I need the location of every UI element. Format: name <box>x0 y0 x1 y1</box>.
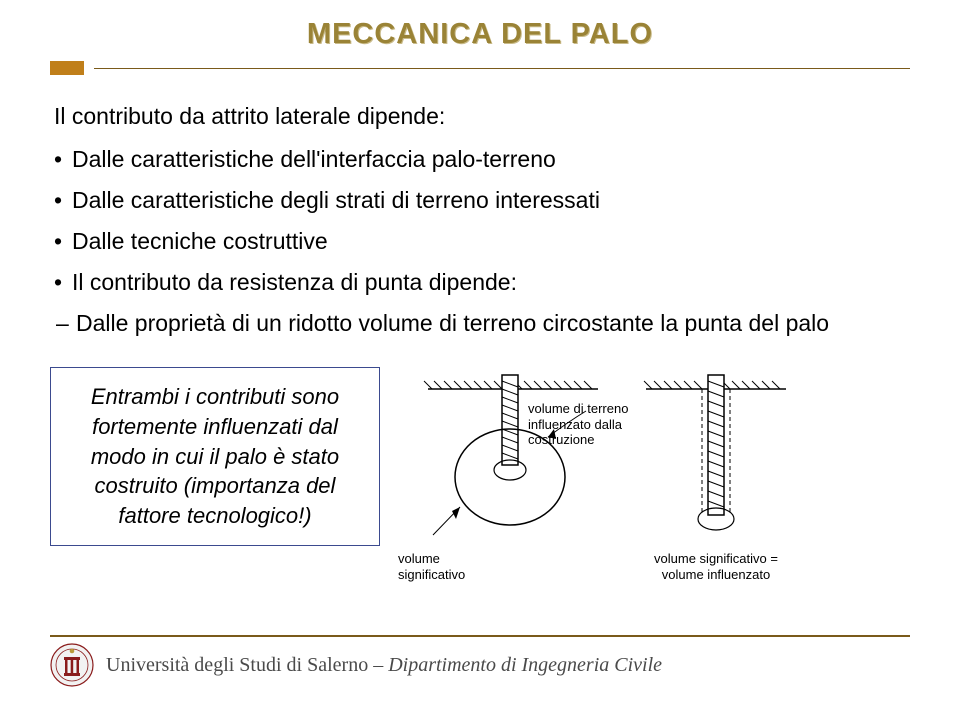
accent-line <box>94 68 910 69</box>
bullet-list: Dalle caratteristiche dell'interfaccia p… <box>54 144 910 298</box>
lower-row: Entrambi i contributi sono fortemente in… <box>50 367 910 598</box>
university-logo <box>50 643 94 687</box>
footer-university: Università degli Studi di Salerno – <box>106 654 388 676</box>
diagram-left: volume significativo volume di terreno i… <box>398 367 618 598</box>
accent-bar <box>50 61 84 75</box>
callout-text: Entrambi i contributi sono fortemente in… <box>65 382 365 530</box>
bullet-item: Dalle tecniche costruttive <box>54 226 910 257</box>
callout-box: Entrambi i contributi sono fortemente in… <box>50 367 380 545</box>
title-underline <box>50 61 910 75</box>
slide: MECCANICA DEL PALO Il contributo da attr… <box>0 0 960 701</box>
callout-line: Entrambi i contributi sono <box>91 384 339 409</box>
sub-bullet: Dalle proprietà di un ridotto volume di … <box>56 308 910 339</box>
callout-line: modo in cui il palo è stato <box>91 444 339 469</box>
footer-department: Dipartimento di Ingegneria Civile <box>388 654 662 676</box>
callout-line: costruito (importanza del <box>95 473 336 498</box>
callout-line: fattore tecnologico!) <box>118 503 311 528</box>
footer: Università degli Studi di Salerno – Dipa… <box>50 635 910 687</box>
diagram-caption: volume significativo = volume influenzat… <box>654 551 778 582</box>
diagram-caption: volume significativo <box>398 551 508 598</box>
diagram-right: volume significativo = volume influenzat… <box>636 367 796 582</box>
diagram-caption: volume di terreno influenzato dalla cost… <box>528 401 638 448</box>
pile-straight-diagram <box>636 367 796 547</box>
pile-bulb-diagram <box>398 367 618 547</box>
bullet-item: Il contributo da resistenza di punta dip… <box>54 267 910 298</box>
bullet-item: Dalle caratteristiche degli strati di te… <box>54 185 910 216</box>
callout-line: fortemente influenzati dal <box>92 414 338 439</box>
diagram-group: volume significativo volume di terreno i… <box>398 367 796 598</box>
lead-text: Il contributo da attrito laterale dipend… <box>54 103 910 130</box>
footer-text: Università degli Studi di Salerno – Dipa… <box>106 654 662 677</box>
slide-title: MECCANICA DEL PALO <box>50 18 910 51</box>
bullet-item: Dalle caratteristiche dell'interfaccia p… <box>54 144 910 175</box>
